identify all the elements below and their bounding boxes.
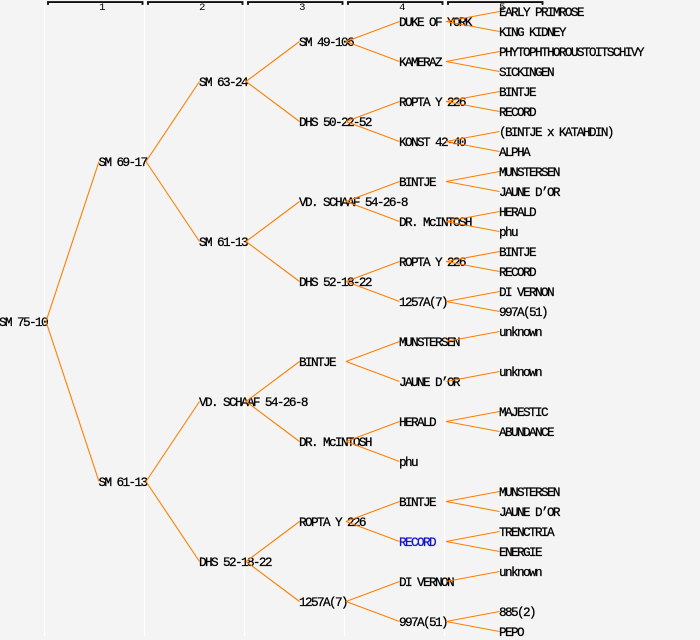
svg-text:4: 4 [399, 2, 405, 14]
svg-text:1257A(7): 1257A(7) [399, 295, 447, 310]
svg-text:JAUNE D’OR: JAUNE D’OR [499, 505, 561, 520]
svg-text:MUNSTERSEN: MUNSTERSEN [399, 335, 460, 350]
svg-text:DI VERNON: DI VERNON [399, 575, 454, 590]
svg-text:ROPTA Y 226: ROPTA Y 226 [399, 95, 466, 110]
svg-text:1: 1 [99, 2, 105, 14]
svg-text:phu: phu [399, 455, 418, 470]
svg-text:ENERGIE: ENERGIE [499, 545, 542, 560]
svg-text:SM 49-106: SM 49-106 [299, 35, 354, 50]
svg-text:PHYTOPHTHOROUSTOITSCHIVY: PHYTOPHTHOROUSTOITSCHIVY [499, 45, 645, 60]
svg-text:DHS 50-22-52: DHS 50-22-52 [299, 115, 372, 130]
svg-text:(BINTJE x KATAHDIN): (BINTJE x KATAHDIN) [499, 125, 613, 140]
svg-text:DI VERNON: DI VERNON [499, 285, 554, 300]
svg-text:DHS 52-18-22: DHS 52-18-22 [299, 275, 372, 290]
svg-text:RECORD: RECORD [499, 265, 536, 280]
svg-text:ABUNDANCE: ABUNDANCE [499, 425, 554, 440]
svg-text:VD. SCHAAF 54-26-8: VD. SCHAAF 54-26-8 [299, 195, 408, 210]
svg-text:SM 75-10: SM 75-10 [0, 315, 48, 330]
svg-text:MUNSTERSEN: MUNSTERSEN [499, 165, 560, 180]
svg-text:SM 61-13: SM 61-13 [199, 235, 248, 250]
svg-text:VD. SCHAAF 54-26-8: VD. SCHAAF 54-26-8 [199, 395, 308, 410]
svg-text:BINTJE: BINTJE [399, 175, 436, 190]
svg-text:TRENCTRIA: TRENCTRIA [499, 525, 555, 540]
svg-text:997A(51): 997A(51) [499, 305, 547, 320]
svg-text:ROPTA Y 226: ROPTA Y 226 [299, 515, 366, 530]
svg-text:1257A(7): 1257A(7) [299, 595, 347, 610]
svg-text:KONST 42-40: KONST 42-40 [399, 135, 466, 150]
svg-text:PEPO: PEPO [499, 625, 524, 640]
svg-text:DR. McINTOSH: DR. McINTOSH [399, 215, 472, 230]
svg-text:BINTJE: BINTJE [499, 245, 536, 260]
svg-text:SM 61-13: SM 61-13 [99, 475, 148, 490]
svg-text:DHS 52-18-22: DHS 52-18-22 [199, 555, 272, 570]
svg-text:EARLY PRIMROSE: EARLY PRIMROSE [499, 5, 584, 20]
svg-text:MUNSTERSEN: MUNSTERSEN [499, 485, 560, 500]
svg-text:997A(51): 997A(51) [399, 615, 447, 630]
svg-text:MAJESTIC: MAJESTIC [499, 405, 549, 420]
svg-text:BINTJE: BINTJE [499, 85, 536, 100]
svg-text:DR. McINTOSH: DR. McINTOSH [299, 435, 372, 450]
svg-text:885(2): 885(2) [499, 605, 535, 620]
svg-text:KING KIDNEY: KING KIDNEY [499, 25, 567, 40]
svg-text:BINTJE: BINTJE [299, 355, 336, 370]
svg-text:SICKINGEN: SICKINGEN [499, 65, 554, 80]
svg-text:JAUNE D’OR: JAUNE D’OR [399, 375, 461, 390]
svg-text:RECORD: RECORD [499, 105, 536, 120]
svg-text:unknown: unknown [499, 365, 542, 380]
svg-text:KAMERAZ: KAMERAZ [399, 55, 443, 70]
svg-text:BINTJE: BINTJE [399, 495, 436, 510]
svg-text:phu: phu [499, 225, 518, 240]
svg-text:JAUNE D’OR: JAUNE D’OR [499, 185, 561, 200]
svg-text:HERALD: HERALD [499, 205, 536, 220]
svg-text:DUKE OF YORK: DUKE OF YORK [399, 15, 473, 30]
svg-text:SM 69-17: SM 69-17 [99, 155, 148, 170]
svg-text:unknown: unknown [499, 325, 542, 340]
svg-text:5: 5 [499, 2, 505, 14]
svg-text:SM 63-24: SM 63-24 [199, 75, 248, 90]
svg-text:RECORD: RECORD [399, 535, 436, 550]
svg-text:2: 2 [199, 2, 205, 14]
svg-text:3: 3 [299, 2, 305, 14]
svg-text:ALPHA: ALPHA [499, 145, 531, 160]
svg-text:ROPTA Y 226: ROPTA Y 226 [399, 255, 466, 270]
svg-text:HERALD: HERALD [399, 415, 436, 430]
svg-text:unknown: unknown [499, 565, 542, 580]
